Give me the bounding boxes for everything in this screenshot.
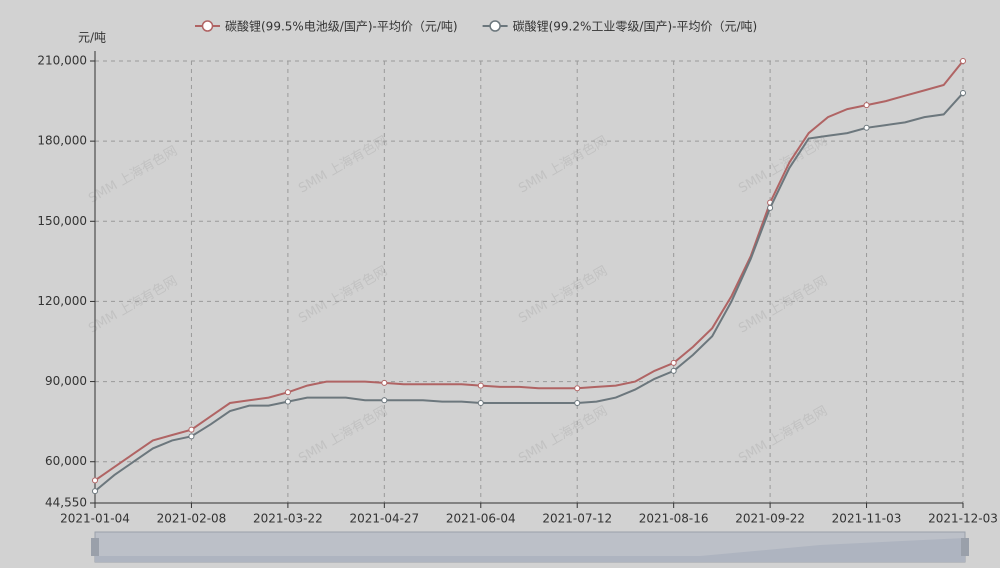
x-tick-label: 2021-02-08: [157, 512, 227, 526]
zoom-handle[interactable]: [961, 538, 969, 556]
point: [284, 389, 291, 396]
x-tick-label: 2021-03-22: [253, 512, 323, 526]
zoom-handle[interactable]: [91, 538, 99, 556]
y-tick-label: 90,000: [45, 374, 87, 388]
series-line: [94, 60, 964, 482]
point: [188, 426, 195, 433]
point: [477, 399, 484, 406]
y-axis-label: 元/吨: [78, 31, 106, 45]
data-zoom[interactable]: [91, 531, 969, 563]
x-tick-label: 2021-06-04: [446, 512, 516, 526]
y-tick-label: 44,550: [45, 496, 87, 510]
point: [670, 359, 677, 366]
x-tick-label: 2021-11-03: [832, 512, 902, 526]
point: [670, 367, 677, 374]
point: [381, 397, 388, 404]
x-tick-label: 2021-12-03: [928, 512, 998, 526]
x-tick-label: 2021-04-27: [349, 512, 419, 526]
point: [863, 102, 870, 109]
point: [767, 204, 774, 211]
y-tick-label: 60,000: [45, 454, 87, 468]
point: [960, 58, 966, 64]
x-tick-label: 2021-09-22: [735, 512, 805, 526]
point: [863, 124, 870, 131]
legend-label: 碳酸锂(99.2%工业零级/国产)-平均价（元/吨): [513, 19, 758, 34]
legend-marker: [489, 20, 501, 32]
y-tick-label: 150,000: [37, 214, 87, 228]
point: [381, 379, 388, 386]
point: [960, 90, 966, 97]
x-tick-label: 2021-01-04: [60, 512, 130, 526]
legend-label: 碳酸锂(99.5%电池级/国产)-平均价（元/吨): [225, 19, 458, 34]
point: [574, 385, 581, 392]
y-tick-label: 180,000: [37, 134, 87, 148]
legend-marker: [201, 20, 214, 32]
point: [92, 488, 98, 495]
legend-item[interactable]: 碳酸锂(99.2%工业零级/国产)-平均价（元/吨): [482, 19, 758, 34]
zoom-shadow: [95, 538, 965, 562]
y-tick-label: 120,000: [37, 294, 87, 308]
point: [92, 477, 98, 484]
series-line: [94, 92, 964, 492]
point: [477, 382, 484, 389]
point: [284, 398, 291, 405]
point: [574, 399, 581, 406]
point: [188, 433, 195, 440]
legend-item[interactable]: 碳酸锂(99.5%电池级/国产)-平均价（元/吨): [195, 19, 458, 34]
x-tick-label: 2021-07-12: [542, 512, 612, 526]
y-tick-label: 210,000: [37, 54, 87, 68]
x-tick-label: 2021-08-16: [639, 512, 709, 526]
